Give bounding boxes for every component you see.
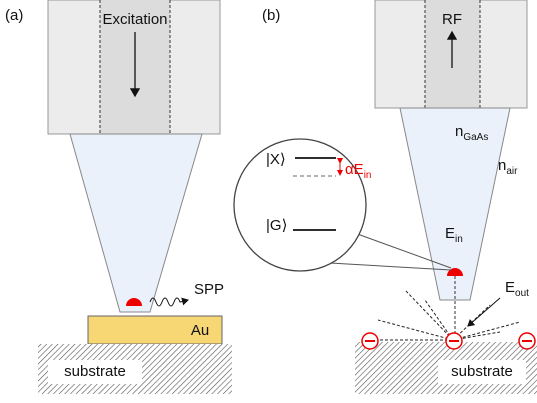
page: (a) Excitation SPP Au substrate (b) RF n… (0, 0, 537, 403)
shift-label: αEin (345, 161, 371, 181)
excitation-label: Excitation (102, 11, 167, 28)
n-air-label: nair (498, 157, 518, 177)
state-x-label: |X⟩ (266, 151, 286, 168)
spp-label: SPP (194, 281, 224, 298)
subscript: in (364, 170, 372, 181)
panel-label: (b) (262, 7, 280, 24)
symbol: E (445, 225, 455, 242)
nanowire (70, 134, 202, 312)
symbol: n (455, 123, 463, 140)
subscript: air (506, 166, 518, 177)
arrow (468, 298, 500, 326)
metal-label: Au (191, 322, 209, 339)
spp-wave (150, 298, 188, 306)
symbol: n (498, 157, 506, 174)
state-g-label: |G⟩ (266, 217, 287, 234)
subscript: in (455, 234, 463, 245)
symbol: αE (345, 161, 364, 178)
rf-label: RF (442, 11, 462, 28)
subscript: GaAs (463, 132, 488, 143)
substrate-label: substrate (451, 363, 513, 380)
diagram: (a) Excitation SPP Au substrate (b) RF n… (0, 0, 537, 403)
e-out-label: Eout (505, 279, 529, 299)
panel-label: (a) (5, 7, 23, 24)
symbol: E (505, 279, 515, 296)
substrate-label: substrate (64, 363, 126, 380)
subscript: out (515, 288, 529, 299)
